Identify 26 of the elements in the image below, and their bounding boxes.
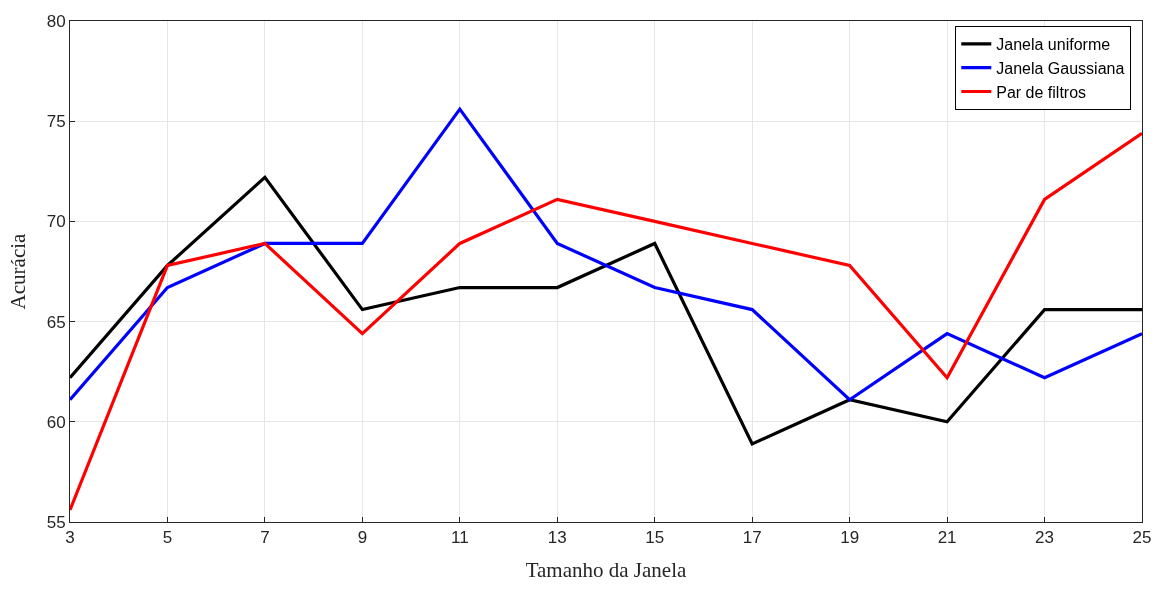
line-series — [70, 175, 1142, 446]
x-tick-label: 15 — [645, 528, 665, 548]
y-tick-label: 70 — [46, 212, 66, 232]
x-tick-label: 7 — [260, 528, 270, 548]
x-tick-label: 3 — [65, 528, 75, 548]
x-tick-label: 25 — [1132, 528, 1152, 548]
y-tick-label: 75 — [46, 112, 66, 132]
x-tick-label: 5 — [162, 528, 173, 548]
y-tick-label: 60 — [46, 412, 66, 432]
x-tick-label: 17 — [742, 528, 762, 548]
x-tick-label: 19 — [840, 528, 860, 548]
x-tick-label: 13 — [547, 528, 567, 548]
y-axis-title: Acurácia — [5, 232, 30, 310]
y-tick-label: 55 — [46, 512, 66, 532]
y-tick-label: 80 — [46, 11, 66, 31]
legend-label: Janela Gaussiana — [996, 59, 1125, 77]
line-series — [70, 107, 1142, 402]
x-axis-title: Tamanho da Janela — [525, 557, 687, 582]
y-tick-label: 65 — [46, 312, 66, 332]
legend-label: Par de filtros — [996, 83, 1087, 101]
x-tick-label: 11 — [450, 528, 469, 548]
line-series — [70, 131, 1142, 512]
x-tick-label: 21 — [937, 528, 957, 548]
legend-label: Janela uniforme — [996, 36, 1111, 54]
x-tick-label: 9 — [357, 528, 368, 548]
x-tick-label: 23 — [1035, 528, 1055, 548]
